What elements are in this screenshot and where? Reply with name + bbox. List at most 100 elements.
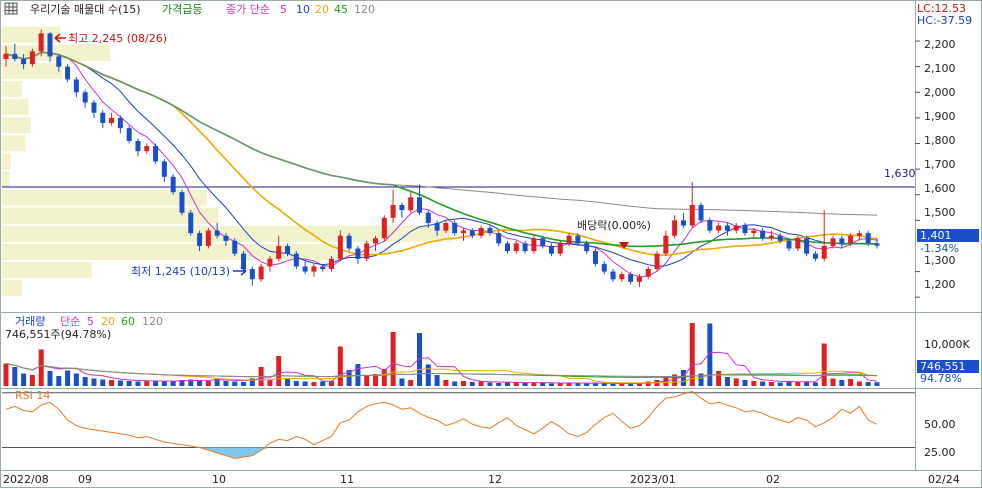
candle-body [346, 235, 352, 249]
volume-bar [12, 367, 18, 386]
volume-bar [408, 380, 414, 386]
candle-body [566, 235, 572, 244]
current-price-box [917, 229, 979, 242]
candle-body [408, 197, 414, 211]
time-label: 09 [78, 473, 92, 486]
candle-body [293, 253, 299, 267]
volume-bar [346, 370, 352, 386]
candle-body [540, 238, 546, 246]
indicator-label: 가격급등 [162, 3, 202, 16]
candle-body [56, 56, 62, 67]
volume-bar [65, 370, 71, 386]
volume-bar [821, 343, 827, 386]
candle-body [417, 197, 423, 213]
candle-body [320, 266, 326, 270]
dividend-annotation: 배당락(0.00%) [577, 219, 651, 232]
candle-body [839, 238, 845, 244]
volume-bar [249, 378, 255, 386]
volume-value-box [917, 360, 979, 373]
ma-legend-20: 20 [315, 3, 329, 16]
candle-body [716, 225, 722, 231]
candle-body [865, 233, 871, 244]
volume-bar [293, 381, 299, 386]
hc-readout: HC:-37.59 [917, 14, 972, 27]
volume-bar [329, 381, 335, 386]
volume-bar [645, 381, 651, 386]
candle-body [21, 58, 27, 65]
volume-bar [276, 356, 282, 386]
lc-readout: LC:12.53 [917, 2, 966, 15]
volume-bar [751, 381, 757, 386]
volume-profile-bar [2, 26, 61, 43]
candle-body [548, 245, 554, 254]
volume-bar [496, 383, 502, 386]
candle-body [742, 225, 748, 234]
volume-bar [337, 346, 343, 386]
candle-body [390, 204, 396, 218]
candle-body [302, 266, 308, 272]
grid-settings-icon[interactable] [4, 2, 18, 15]
candle-body [161, 161, 167, 177]
volume-bar [584, 383, 590, 386]
candle-body [680, 220, 686, 226]
candle-body [707, 220, 713, 231]
candle-body [628, 274, 634, 282]
high-arrow [54, 33, 66, 43]
volume-bar [592, 383, 598, 386]
volume-bar [856, 381, 862, 386]
candle-body [3, 53, 9, 59]
volume-bar [575, 383, 581, 386]
volume-bar [724, 377, 730, 386]
volume-bar [777, 382, 783, 386]
candle-body [135, 140, 141, 152]
ma-legend-120: 120 [354, 3, 375, 16]
volume-bar [487, 382, 493, 386]
candle-body [654, 253, 660, 270]
volume-bar [232, 381, 238, 386]
price-tick: 1,700 [924, 158, 956, 171]
candle-body [601, 263, 607, 272]
candle-body [364, 243, 370, 259]
low-annotation: 최저 1,245 (10/13) [131, 265, 230, 278]
candle-body [663, 235, 669, 254]
volume-profile-bar [2, 261, 92, 279]
volume-bar [601, 383, 607, 386]
volume-bar [557, 383, 563, 386]
volume-bar [73, 373, 79, 386]
volume-bar [82, 377, 88, 386]
volume-bar [540, 383, 546, 386]
candle-body [276, 245, 282, 259]
time-label: 12 [488, 473, 502, 486]
candle-body [777, 235, 783, 241]
candle-body [100, 112, 106, 124]
volume-profile-bar [2, 135, 26, 152]
volume-bar [373, 374, 379, 386]
candle-body [205, 230, 211, 246]
candle-body [285, 245, 291, 254]
volume-ma-5: 5 [87, 315, 94, 328]
volume-profile-bar [2, 171, 10, 188]
volume-bar [804, 382, 810, 386]
candle-body [698, 204, 704, 221]
candle-body [47, 33, 53, 57]
candle-body [126, 128, 132, 141]
price-tick: 1,500 [924, 206, 956, 219]
volume-bar [144, 381, 150, 386]
candle-body [91, 102, 97, 113]
candle-body [117, 117, 123, 129]
volume-value: 746,551 [920, 360, 966, 373]
volume-bar [452, 381, 458, 386]
volume-profile-bar [2, 280, 23, 297]
candle-body [874, 243, 880, 246]
volume-bar [478, 381, 484, 386]
volume-bar [56, 376, 62, 386]
candle-body [460, 230, 466, 234]
candle-body [487, 228, 493, 234]
candle-body [153, 146, 159, 162]
candle-body [258, 266, 264, 280]
volume-bar [91, 378, 97, 386]
volume-bar [170, 381, 176, 386]
candle-body [373, 238, 379, 244]
candle-body [513, 243, 519, 252]
